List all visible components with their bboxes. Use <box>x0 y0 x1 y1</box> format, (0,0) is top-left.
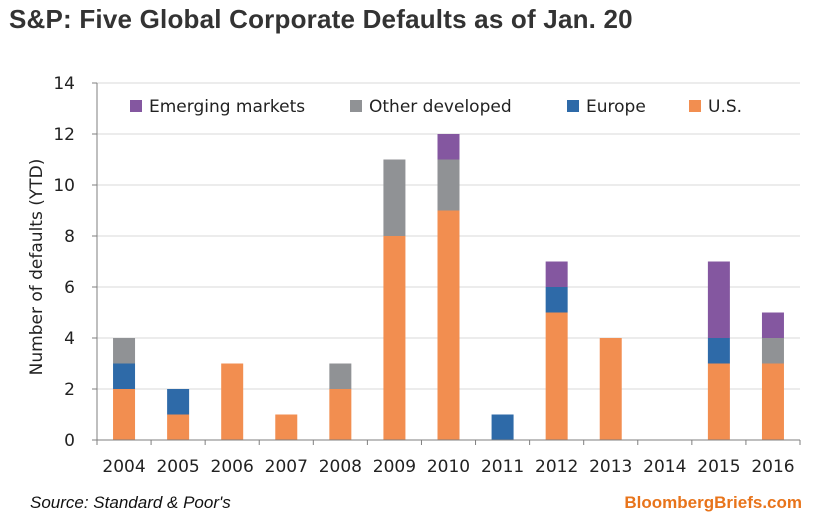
x-tick-label: 2014 <box>643 457 686 477</box>
y-tick-label: 4 <box>64 329 75 349</box>
bar-segment-u-s-2007 <box>275 414 298 440</box>
y-tick-label: 8 <box>64 227 75 247</box>
source-note: Source: Standard & Poor's <box>30 493 231 512</box>
x-tick-label: 2011 <box>481 457 524 477</box>
bar-segment-emerging-markets-2015 <box>707 261 730 338</box>
bar-segment-u-s-2010 <box>437 210 460 440</box>
y-tick-label: 2 <box>64 380 75 400</box>
brand-label: BloombergBriefs.com <box>624 493 802 512</box>
x-tick-label: 2006 <box>211 457 254 477</box>
bar-segment-u-s-2015 <box>707 363 730 440</box>
x-tick-label: 2005 <box>156 457 199 477</box>
bar-segment-other-developed-2010 <box>437 159 460 211</box>
y-axis-label: Number of defaults (YTD) <box>27 159 47 376</box>
bar-segment-europe-2011 <box>491 414 514 440</box>
x-tick-label: 2004 <box>102 457 145 477</box>
legend: Emerging markets Other developed Europe U.S… <box>130 97 742 117</box>
bar-segment-emerging-markets-2012 <box>545 261 568 287</box>
axes <box>92 82 801 445</box>
x-tick-label: 2013 <box>589 457 632 477</box>
chart-title: S&P: Five Global Corporate Defaults as o… <box>9 4 633 34</box>
x-tick-label: 2012 <box>535 457 578 477</box>
y-tick-label: 6 <box>64 278 75 298</box>
x-tick-label: 2016 <box>751 457 794 477</box>
bar-segment-u-s-2008 <box>329 389 352 440</box>
y-tick-label: 0 <box>64 431 75 451</box>
bars <box>113 134 784 440</box>
legend-label: Other developed <box>369 97 512 117</box>
legend-swatch <box>350 100 362 112</box>
legend-swatch <box>130 100 142 112</box>
bar-segment-other-developed-2009 <box>383 159 406 236</box>
bar-segment-u-s-2009 <box>383 236 406 440</box>
bar-segment-u-s-2013 <box>599 338 622 440</box>
bar-segment-europe-2012 <box>545 287 568 313</box>
bar-segment-u-s-2012 <box>545 312 568 440</box>
x-tick-label: 2010 <box>427 457 470 477</box>
y-tick-label: 12 <box>53 125 75 145</box>
bar-segment-other-developed-2016 <box>761 338 784 364</box>
bar-segment-emerging-markets-2010 <box>437 134 460 160</box>
bar-segment-u-s-2016 <box>761 363 784 440</box>
bar-segment-u-s-2005 <box>167 414 190 440</box>
legend-swatch <box>689 100 701 112</box>
legend-label: U.S. <box>708 97 742 117</box>
x-tick-label: 2009 <box>373 457 416 477</box>
bar-segment-emerging-markets-2016 <box>761 312 784 338</box>
y-tick-labels: 0 2 4 6 8 10 12 14 <box>53 74 75 451</box>
y-tick-label: 10 <box>53 176 75 196</box>
legend-label: Europe <box>586 97 646 117</box>
legend-swatch <box>567 100 579 112</box>
bar-segment-u-s-2004 <box>113 389 136 440</box>
x-tick-label: 2008 <box>319 457 362 477</box>
y-tick-label: 14 <box>53 74 75 94</box>
x-tick-label: 2015 <box>697 457 740 477</box>
x-tick-labels: 2004 2005 2006 2007 2008 2009 2010 2011 2012 2013… <box>102 457 794 477</box>
bar-segment-europe-2005 <box>167 389 190 415</box>
bar-segment-europe-2015 <box>707 338 730 364</box>
x-tick-label: 2007 <box>265 457 308 477</box>
bar-segment-u-s-2006 <box>221 363 244 440</box>
bar-segment-other-developed-2008 <box>329 363 352 389</box>
legend-label: Emerging markets <box>149 97 305 117</box>
bar-segment-other-developed-2004 <box>113 338 136 364</box>
bar-segment-europe-2004 <box>113 363 136 389</box>
